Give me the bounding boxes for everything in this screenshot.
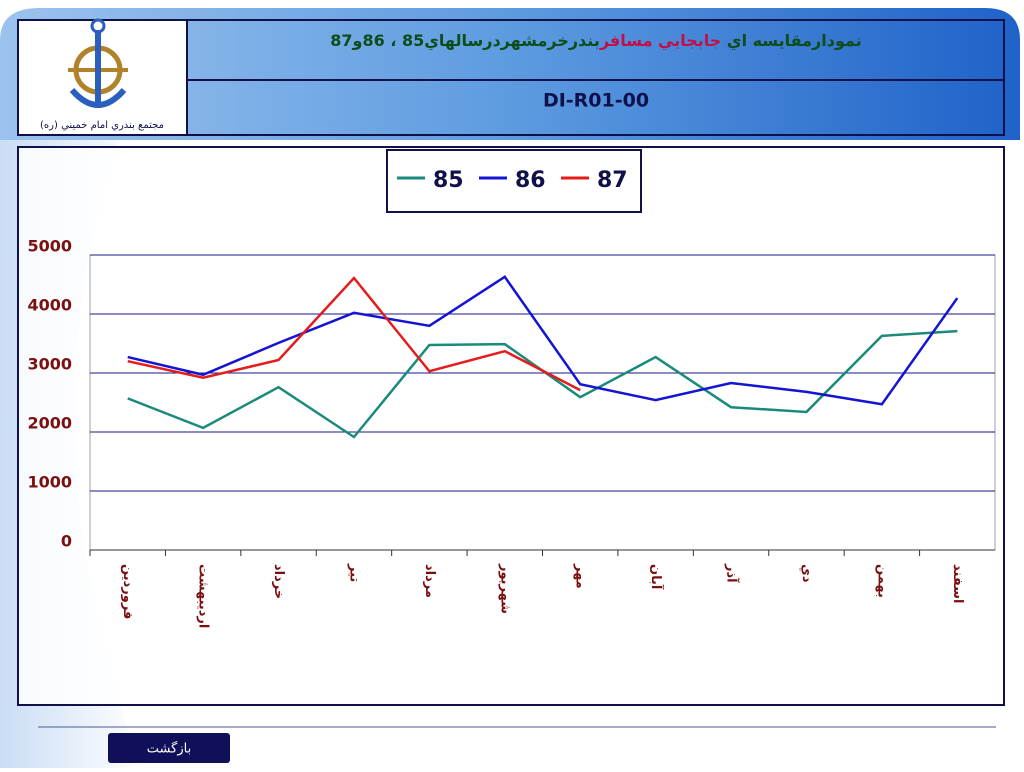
- x-tick-label: آبان: [648, 564, 665, 590]
- legend-label: 87: [597, 168, 628, 193]
- y-tick-label: 2000: [27, 414, 72, 433]
- legend-label: 86: [515, 168, 546, 193]
- back-button-label[interactable]: بازگشت: [147, 741, 191, 757]
- y-tick-label: 3000: [27, 355, 72, 374]
- y-tick-label: 4000: [27, 296, 72, 315]
- title-part: جابجايي مسافر: [599, 31, 721, 51]
- header-background: [0, 8, 1020, 140]
- x-tick-label: فروردين: [120, 564, 135, 619]
- x-tick-label: خرداد: [271, 564, 286, 599]
- back-button[interactable]: [108, 733, 230, 763]
- y-tick-label: 0: [61, 532, 72, 551]
- legend-label: 85: [433, 168, 464, 193]
- x-tick-label: اسفند: [950, 564, 965, 603]
- chart-frame: [17, 146, 1005, 706]
- header-code: DI-R01-00: [543, 90, 649, 112]
- logo-box: [17, 19, 188, 136]
- y-tick-label: 1000: [27, 473, 72, 492]
- title-part: بندرخرمشهردرسالهاي85 ، 86و87: [330, 31, 600, 51]
- x-tick-label: آذر: [724, 563, 741, 583]
- y-tick-label: 5000: [27, 237, 72, 256]
- x-tick-label: تير: [346, 563, 361, 582]
- series-line: [127, 276, 581, 392]
- legend-box: [386, 149, 642, 213]
- header-title: نمودارمقايسه اي جابجايي مسافربندرخرمشهرد…: [330, 31, 861, 51]
- x-tick-label: شهريور: [497, 563, 512, 614]
- chart: 0 1000 2000 3000 4000 5000 فروردين ارديبهشت خردا…: [27, 149, 995, 628]
- title-part: نمودارمقايسه اي: [721, 31, 861, 51]
- logo: [68, 18, 128, 108]
- x-tick-label: بهمن: [874, 564, 889, 598]
- series-line: [127, 275, 959, 406]
- x-tick-label: مهر: [573, 563, 588, 589]
- x-tick-label: مرداد: [422, 564, 437, 598]
- x-tick-label: دي: [799, 564, 814, 583]
- x-tick-label: ارديبهشت: [196, 564, 211, 628]
- logo-caption: مجتمع بندري امام خميني (ره): [40, 120, 164, 131]
